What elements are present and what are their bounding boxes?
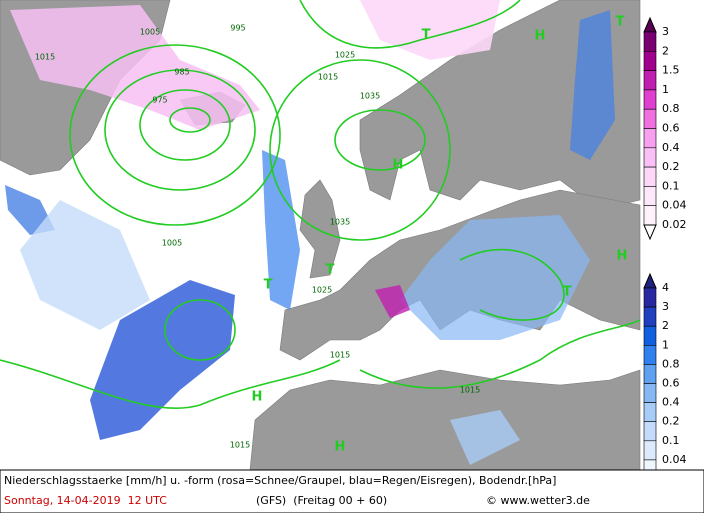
legend-label: 1 — [662, 83, 669, 96]
pressure-center: T — [563, 285, 572, 300]
isobar — [169, 107, 211, 133]
isobar-label: 1035 — [330, 218, 350, 227]
pressure-center: T — [326, 263, 335, 278]
isobar — [0, 359, 341, 410]
legend-label: 3 — [662, 25, 669, 38]
isobar-label: 1015 — [460, 386, 480, 395]
isobar-label: 1005 — [162, 239, 182, 248]
britain — [299, 179, 341, 279]
legend-triangle — [643, 272, 657, 289]
legend-label: 2 — [662, 319, 669, 332]
footer-credit: © www.wetter3.de — [486, 494, 590, 507]
legend-label: 0.4 — [662, 141, 680, 154]
legend-swatch — [643, 364, 657, 384]
precip-rain — [262, 150, 300, 310]
legend-label: 4 — [662, 281, 669, 294]
legend-label: 0.04 — [662, 199, 687, 212]
legend-swatch — [643, 383, 657, 403]
legend-swatch — [643, 402, 657, 423]
legends: 3 2 1.5 1 0.8 0.6 0.4 0.2 0.1 0.04 0.02 4 3 2 1 0.8 0.6 0… — [643, 16, 687, 495]
isobars — [0, 0, 641, 410]
legend-swatch — [643, 421, 657, 442]
isobar — [299, 0, 521, 49]
footer-model: (GFS) (Freitag 00 + 60) — [256, 494, 387, 507]
pressure-center: H — [393, 158, 404, 173]
isobar — [164, 299, 236, 361]
legend-swatch — [643, 306, 657, 327]
footer-description: Niederschlagsstaerke [mm/h] u. -form (ro… — [4, 474, 556, 487]
legend-label: 0.04 — [662, 453, 687, 466]
precip-snow — [375, 285, 410, 318]
scandinavia — [359, 0, 641, 211]
legend-label: 0.2 — [662, 415, 680, 428]
isobar-label: 975 — [152, 96, 167, 105]
legend-label: 1.5 — [662, 64, 680, 77]
pressure-center: T — [616, 15, 625, 30]
legend-label: 0.8 — [662, 102, 680, 115]
isobar-label: 995 — [230, 24, 245, 33]
legend-label: 0.02 — [662, 218, 687, 231]
legend-swatch — [643, 108, 657, 129]
legend-swatch — [643, 147, 657, 168]
pressure-center: H — [335, 440, 346, 455]
isobar — [269, 59, 451, 241]
isobar — [359, 319, 641, 389]
isobar-label: 1005 — [140, 28, 160, 37]
precip-rain — [450, 410, 520, 465]
legend-swatch — [643, 344, 657, 365]
pressure-center: T — [422, 28, 431, 43]
isobar-label: 1035 — [360, 92, 380, 101]
map-labels: 1005 995 985 975 1015 1025 1035 1005 1015 1025 103… — [35, 15, 628, 455]
legend-swatch — [643, 287, 657, 308]
isobar — [334, 109, 426, 171]
precip-rain — [400, 215, 590, 340]
legend-label: 0.4 — [662, 396, 680, 409]
pressure-center: H — [617, 249, 628, 264]
legend-label: 1 — [662, 338, 669, 351]
legend-swatch — [643, 89, 657, 110]
legend-swatch — [643, 31, 657, 52]
isobar-label: 985 — [174, 68, 189, 77]
isobar — [104, 69, 256, 191]
legend-triangle — [643, 16, 657, 33]
legend-swatch — [643, 325, 657, 346]
legend-swatch — [643, 205, 657, 226]
pressure-center: H — [252, 390, 263, 405]
legend-swatch — [643, 70, 657, 91]
legend-triangle — [643, 224, 657, 241]
legend-label: 0.1 — [662, 434, 680, 447]
legend-swatch — [643, 440, 657, 461]
precip-rain — [20, 200, 150, 330]
footer — [0, 469, 704, 514]
isobar-label: 1015 — [230, 441, 250, 450]
precip-snow — [10, 5, 260, 130]
legend-swatch — [643, 50, 657, 71]
pressure-center: H — [535, 29, 546, 44]
legend-label: 0.6 — [662, 122, 680, 135]
isobar-label: 1015 — [35, 53, 55, 62]
legend-label: 0.2 — [662, 160, 680, 173]
isobar — [69, 44, 281, 226]
precip-snow — [360, 0, 500, 60]
legend-swatch — [643, 186, 657, 206]
isobar-label: 1015 — [330, 351, 350, 360]
legend-swatch — [643, 128, 657, 149]
isobar-label: 1025 — [335, 51, 355, 60]
precip-rain — [570, 10, 615, 160]
footer-date: Sonntag, 14-04-2019 12 UTC — [4, 494, 167, 507]
isobar-label: 1025 — [312, 286, 332, 295]
legend-label: 0.8 — [662, 357, 680, 370]
legend-label: 0.1 — [662, 179, 680, 192]
legend-label: 2 — [662, 44, 669, 57]
isobar — [459, 248, 565, 321]
pressure-center: T — [264, 278, 273, 293]
isobar — [139, 89, 231, 161]
map: 1005 995 985 975 1015 1025 1035 1005 1015 1025 103… — [0, 0, 641, 471]
isobar-label: 1015 — [318, 73, 338, 82]
legend-swatch — [643, 166, 657, 187]
legend-label: 3 — [662, 300, 669, 313]
legend-label: 0.6 — [662, 377, 680, 390]
